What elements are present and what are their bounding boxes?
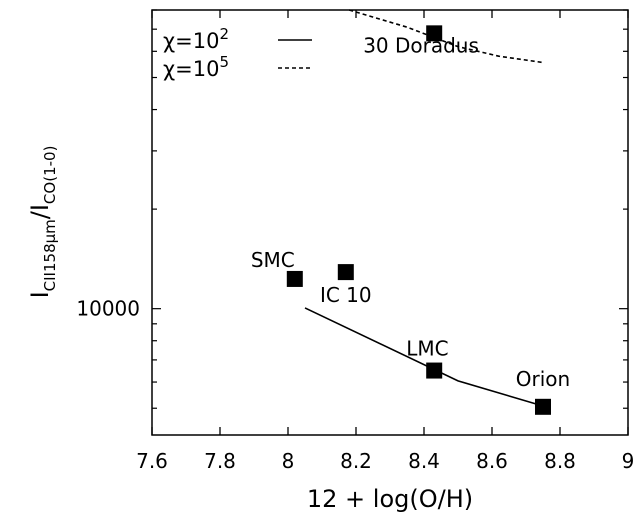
y-axis-title: ICII158μm/ICO(1-0)	[26, 146, 59, 299]
point-label: LMC	[406, 337, 448, 361]
legend-label-base: χ=10	[163, 29, 219, 53]
y-axis-title-part: CII158μm	[41, 219, 59, 291]
series-line-chi-1e5	[348, 9, 544, 64]
data-point	[535, 398, 551, 415]
x-tick-label: 8.4	[408, 449, 440, 473]
data-points: 30 Doradus SMC IC 10 LMC Orion	[251, 25, 570, 415]
y-axis-title-part: /I	[26, 204, 54, 219]
y-axis-title-part: CO(1-0)	[41, 146, 59, 204]
x-tick-label: 7.6	[136, 449, 168, 473]
series-lines	[304, 9, 544, 405]
legend-label: χ=102	[163, 25, 229, 53]
data-point	[286, 270, 303, 287]
y-axis: 10000	[76, 9, 628, 409]
data-point	[337, 264, 354, 281]
x-axis-title: 12 + log(O/H)	[307, 485, 473, 513]
x-axis: 7.6 7.8 8 8.2 8.4 8.6 8.8 9	[136, 10, 634, 473]
point-label: IC 10	[320, 283, 372, 307]
point-label: Orion	[516, 367, 570, 391]
point-label: 30 Doradus	[363, 33, 479, 57]
y-tick-label: 10000	[76, 297, 140, 321]
series-line-chi-1e2	[304, 307, 537, 405]
plot-frame	[151, 9, 629, 436]
legend-label-base: χ=10	[163, 57, 219, 81]
y-axis-title-part: I	[26, 291, 54, 298]
data-point	[426, 25, 443, 42]
x-tick-label: 8	[282, 449, 295, 473]
legend-label-exponent: 5	[219, 53, 229, 71]
x-tick-label: 9	[622, 449, 635, 473]
legend-label: χ=105	[163, 53, 229, 81]
x-tick-label: 8.2	[340, 449, 372, 473]
x-tick-label: 8.6	[476, 449, 508, 473]
x-tick-label: 7.8	[204, 449, 236, 473]
data-point	[426, 362, 443, 379]
point-label: SMC	[251, 248, 295, 272]
legend-label-exponent: 2	[219, 25, 229, 43]
x-tick-label: 8.8	[544, 449, 576, 473]
